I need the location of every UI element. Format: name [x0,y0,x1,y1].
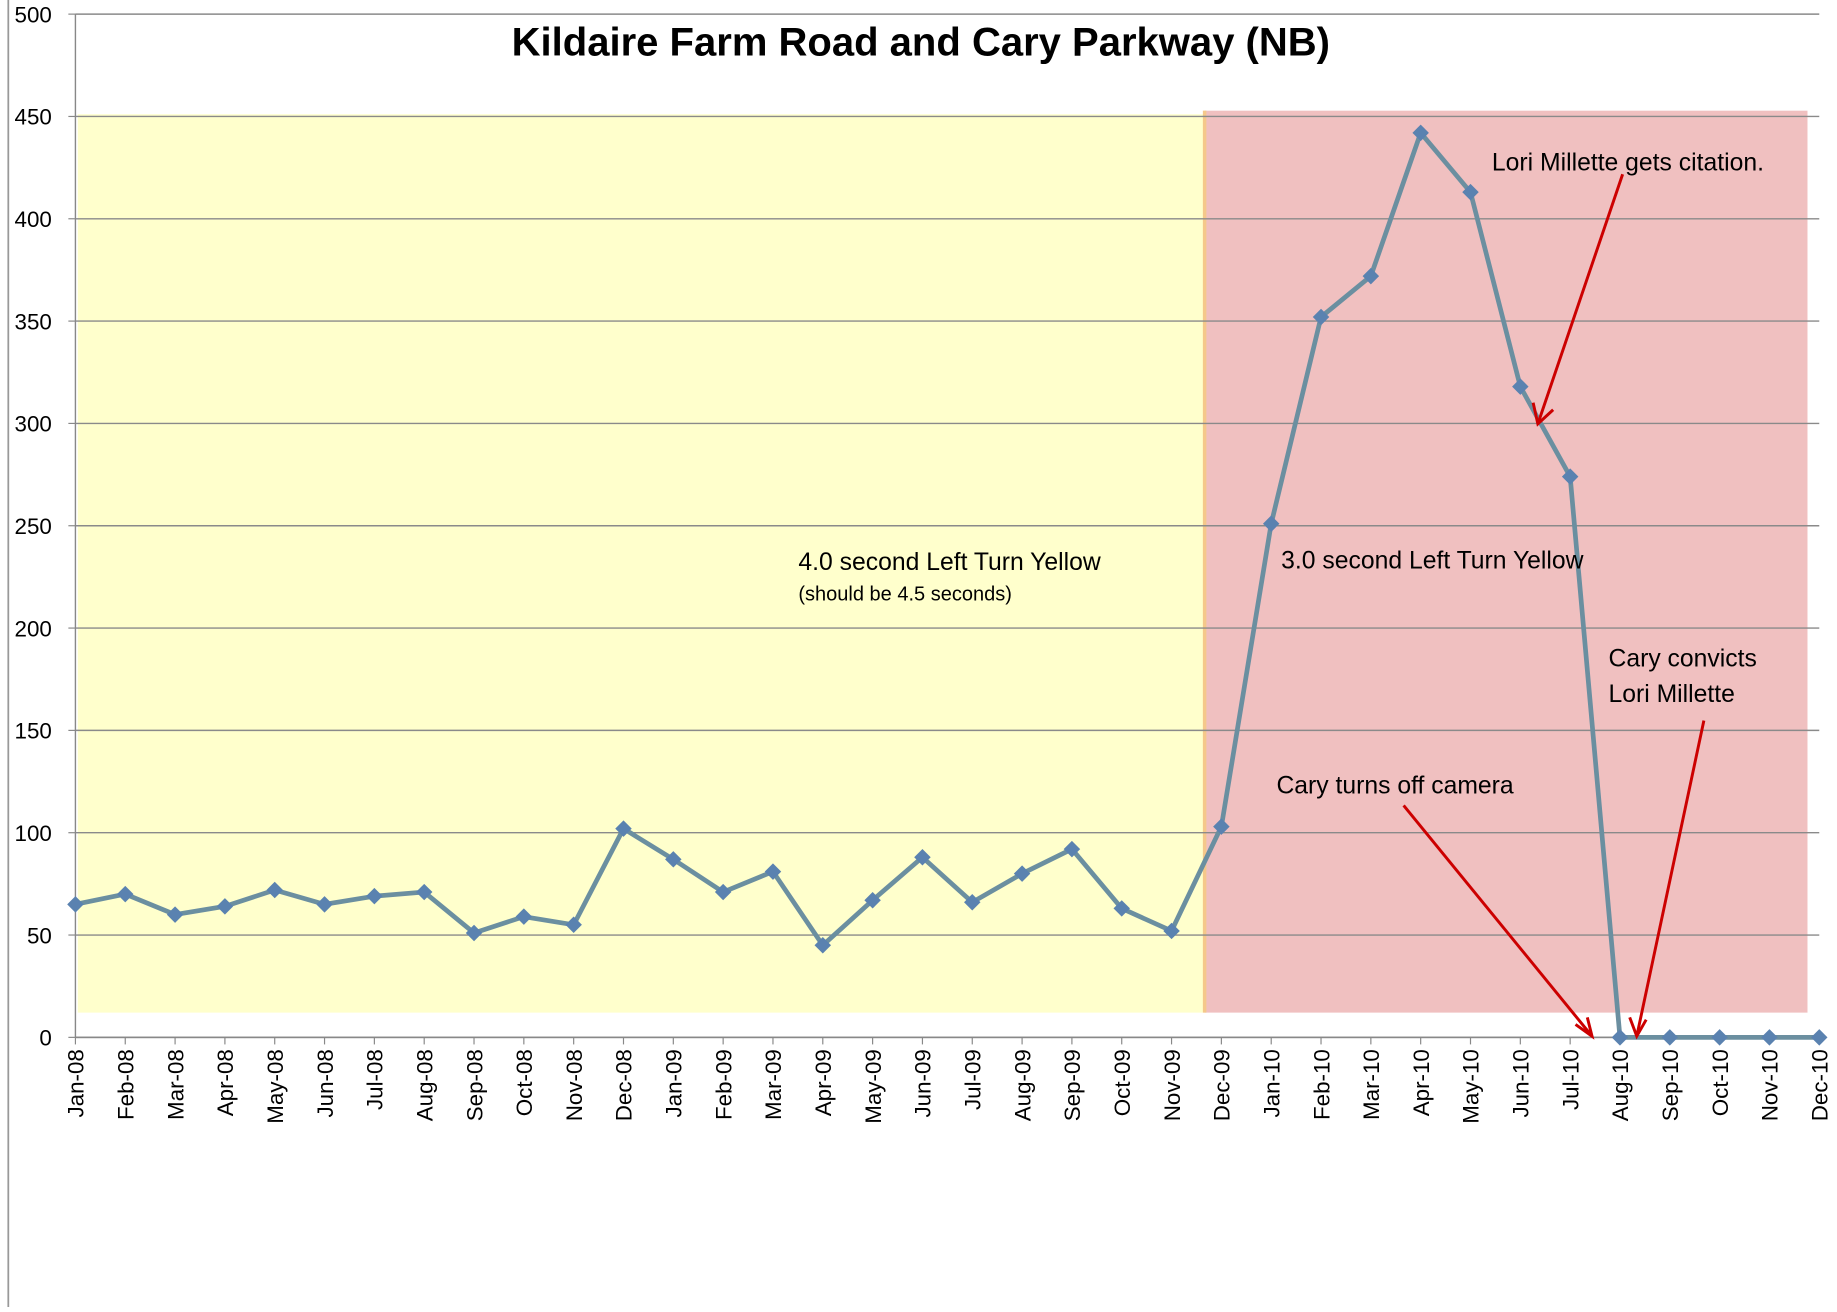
data-point [1412,124,1429,142]
arrowhead [1531,402,1555,427]
data-line [74,128,1820,1040]
x-tick-label: Jan-08 [64,1049,89,1117]
x-tick-label: May-08 [263,1049,288,1124]
y-tick-label: 450 [15,105,52,130]
data-point [615,820,632,837]
x-tick-label: Apr-10 [1409,1049,1434,1116]
x-tick-label: Jul-09 [961,1049,986,1110]
annotation: 3.0 second Left Turn Yellow [1281,548,1583,575]
data-point [1661,1029,1679,1046]
arrow [1635,720,1706,1037]
x-tick-label: Aug-08 [412,1049,437,1121]
y-tick-label: 250 [15,514,52,539]
x-tick-label: Apr-08 [213,1049,238,1116]
data-point [1063,840,1081,858]
arrows [1402,173,1706,1040]
x-tick-label: Dec-10 [1808,1049,1833,1121]
x-tick-label: Jun-10 [1509,1049,1534,1117]
annotation: Lori Millette gets citation. [1492,150,1764,177]
x-tick-label: Jul-08 [363,1049,388,1110]
data-point [1312,308,1330,326]
data-point [67,896,84,913]
arrow [1402,804,1594,1038]
x-tick-label: Nov-09 [1160,1049,1185,1121]
y-tick-label: 50 [27,923,52,948]
data-point [1711,1029,1728,1046]
y-tick-label: 350 [15,309,52,334]
data-point [665,851,682,868]
x-tick-label: Oct-08 [512,1049,537,1116]
data-point [366,887,383,905]
y-tick-label: 300 [15,412,52,437]
x-tick-label: May-10 [1459,1049,1484,1124]
x-tick-label: Jul-10 [1558,1049,1583,1110]
x-tick-label: Mar-10 [1359,1049,1384,1120]
x-tick-label: Nov-10 [1758,1049,1783,1121]
annotation: (should be 4.5 seconds) [798,584,1011,606]
data-point [914,849,931,866]
x-tick-label: Jan-10 [1259,1049,1284,1117]
x-tick-label: Mar-08 [163,1049,188,1120]
x-tick-label: Oct-09 [1110,1049,1135,1116]
chart-title: Kildaire Farm Road and Cary Parkway (NB) [512,20,1330,64]
x-tick-label: May-09 [861,1049,886,1124]
x-tick-label: Mar-09 [761,1049,786,1120]
data-point [166,906,184,923]
x-tick-label: Aug-09 [1010,1049,1035,1121]
x-tick-label: Feb-10 [1309,1049,1334,1120]
data-point [1811,1029,1828,1046]
y-tick-label: 150 [15,719,52,744]
y-tick-label: 0 [39,1026,51,1051]
data-point [814,937,832,954]
data-point [1761,1029,1778,1046]
x-tick-label: Apr-09 [811,1049,836,1116]
red-zone [1204,110,1808,1013]
x-tick-label: Sep-08 [462,1049,487,1121]
y-tick-label: 500 [15,2,52,27]
x-tick-label: Jun-09 [911,1049,936,1117]
x-tick-label: Oct-10 [1708,1049,1733,1116]
x-tick-label: Feb-08 [113,1049,138,1120]
data-point [216,898,234,915]
y-tick-label: 100 [15,821,52,846]
annotation: Cary convicts [1609,645,1757,672]
x-tick-label: Nov-08 [562,1049,587,1121]
x-tick-label: Jan-09 [662,1049,687,1117]
data-point [1462,183,1479,201]
data-point [1512,378,1529,395]
yellow-zone [77,114,1205,1013]
x-tick-label: Aug-10 [1608,1049,1633,1121]
x-tick-label: Dec-09 [1210,1049,1235,1121]
y-tick-label: 400 [15,207,52,232]
annotation: Lori Millette [1609,681,1735,708]
data-point [515,908,533,925]
annotation: Cary turns off camera [1276,773,1513,800]
x-tick-label: Sep-09 [1060,1049,1085,1121]
x-tick-label: Dec-08 [612,1049,637,1121]
x-tick-label: Sep-10 [1658,1049,1683,1121]
arrowhead [1574,1016,1595,1040]
arrow [1536,173,1625,425]
x-tick-label: Feb-09 [711,1049,736,1120]
x-tick-label: Jun-08 [313,1049,338,1117]
data-point [864,892,881,909]
annotation: 4.0 second Left Turn Yellow [798,549,1100,576]
arrowhead [1628,1016,1648,1040]
data-point [1213,818,1230,835]
data-point [266,881,283,899]
y-tick-label: 200 [15,616,52,641]
data-point [1013,865,1031,882]
